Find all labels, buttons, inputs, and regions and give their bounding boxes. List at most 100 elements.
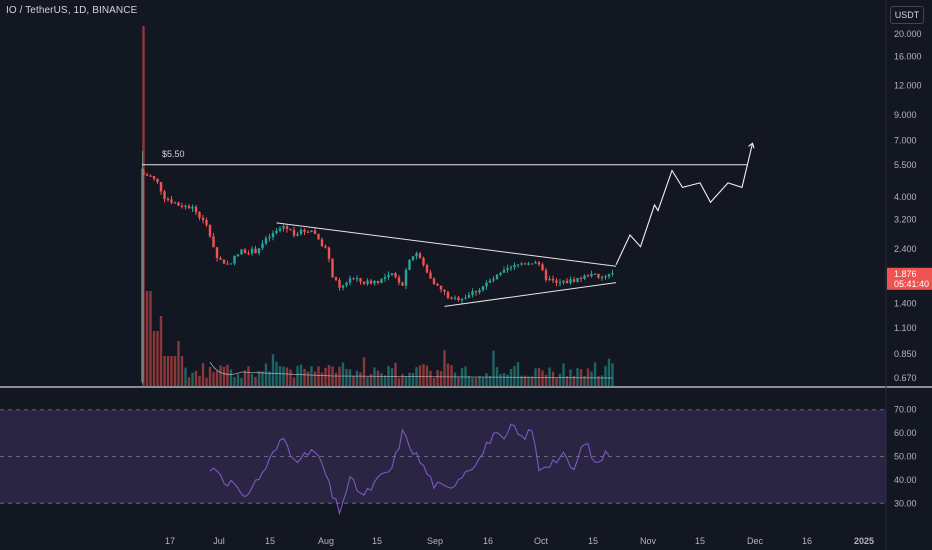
candle-body (404, 269, 408, 286)
candle-body (583, 275, 586, 279)
volume-bar (565, 376, 569, 386)
volume-bar (443, 350, 446, 386)
volume-bar (562, 363, 565, 386)
volume-bar (408, 372, 411, 386)
volume-bar (530, 376, 534, 386)
candle-body (446, 291, 450, 298)
volume-bar (548, 367, 551, 386)
candle-body (170, 199, 173, 203)
volume-bar (600, 375, 604, 386)
candle-body (201, 217, 205, 220)
candle-body (296, 234, 299, 236)
volume-bar (436, 370, 439, 386)
candle-body (572, 279, 576, 282)
candle-body (233, 255, 236, 264)
candle-body (576, 277, 579, 282)
volume-bar (278, 365, 282, 386)
candle-body (460, 298, 464, 301)
candle-body (565, 280, 569, 284)
projection-arrowhead (748, 142, 755, 149)
candle-body (285, 226, 289, 230)
volume-bar (488, 375, 492, 386)
candle-body (387, 274, 390, 278)
rsi-tick-label: 70.00 (894, 405, 917, 415)
volume-bar (380, 373, 383, 386)
candle-body (236, 254, 240, 256)
candle-body (555, 280, 558, 283)
time-tick-label: 15 (695, 536, 705, 546)
candle-body (506, 268, 509, 270)
candle-body (380, 278, 383, 283)
candle-body (509, 267, 513, 269)
time-tick-label: Oct (534, 536, 549, 546)
candle-body (499, 272, 502, 275)
candle-body (366, 280, 369, 284)
volume-bar (215, 370, 219, 386)
volume-bar (247, 366, 250, 386)
currency-button[interactable]: USDT (890, 6, 924, 24)
price-tick-label: 1.400 (894, 298, 917, 308)
candle-body (478, 290, 481, 293)
volume-bar (411, 373, 415, 386)
volume-bar (418, 365, 422, 386)
volume-bar (306, 371, 310, 386)
candle-body (604, 276, 607, 278)
time-tick-label: Dec (747, 536, 764, 546)
candle-body (177, 202, 180, 206)
candle-body (590, 273, 593, 277)
candle-body (450, 297, 453, 299)
price-tick-label: 0.670 (894, 373, 917, 383)
time-axis: 17 Jul 15 Aug 15 Sep 16 Oct 15 Nov 15 Dec 16 2025 (165, 536, 874, 546)
candle-body (226, 263, 229, 265)
volume-bar (464, 366, 467, 386)
candle-body (191, 206, 194, 209)
candle-body (467, 294, 471, 298)
volume-bar (597, 376, 600, 386)
volume-bar (163, 356, 166, 386)
candle-body (303, 229, 306, 232)
candle-body (397, 277, 401, 283)
candle-body (299, 229, 303, 235)
volume-bar (180, 356, 184, 386)
candle-body (569, 279, 572, 284)
volume-bar (285, 367, 289, 386)
time-tick-label: Nov (640, 536, 657, 546)
time-tick-label: 16 (483, 536, 493, 546)
volume-bar (593, 362, 597, 386)
candle-body (436, 284, 439, 286)
candle-body (352, 278, 355, 280)
time-tick-label: 2025 (854, 536, 874, 546)
candle-body (215, 247, 219, 258)
volume-bar (264, 363, 268, 386)
volume-bar (558, 373, 562, 386)
volume-bar (334, 372, 338, 386)
time-tick-label: Aug (318, 536, 334, 546)
volume-bar (173, 356, 177, 386)
volume-bar (369, 374, 373, 386)
candle-body (282, 226, 285, 229)
volume-bar (453, 372, 457, 386)
price-tick-label: 12.000 (894, 81, 922, 91)
volume-bar (317, 366, 320, 386)
price-tick-label: 20.000 (894, 29, 922, 39)
volume-bar (271, 354, 275, 386)
volume-bar (544, 374, 548, 386)
volume-bar (439, 371, 443, 386)
candle-body (516, 264, 520, 266)
ascending-trendline (444, 282, 617, 307)
volume-bar (324, 367, 327, 386)
candle-body (464, 297, 467, 299)
candle-body (331, 258, 334, 278)
volume-bar (303, 368, 306, 386)
volume-bar (240, 377, 243, 386)
projection-path (615, 143, 754, 266)
price-tick-label: 5.500 (894, 160, 917, 170)
volume-bar (541, 370, 544, 386)
volume-bar (404, 376, 408, 386)
volume-bar (177, 341, 180, 386)
candle-body (292, 229, 296, 236)
volume-bar (359, 372, 362, 386)
candle-body (149, 175, 152, 177)
volume-bar (583, 376, 586, 386)
